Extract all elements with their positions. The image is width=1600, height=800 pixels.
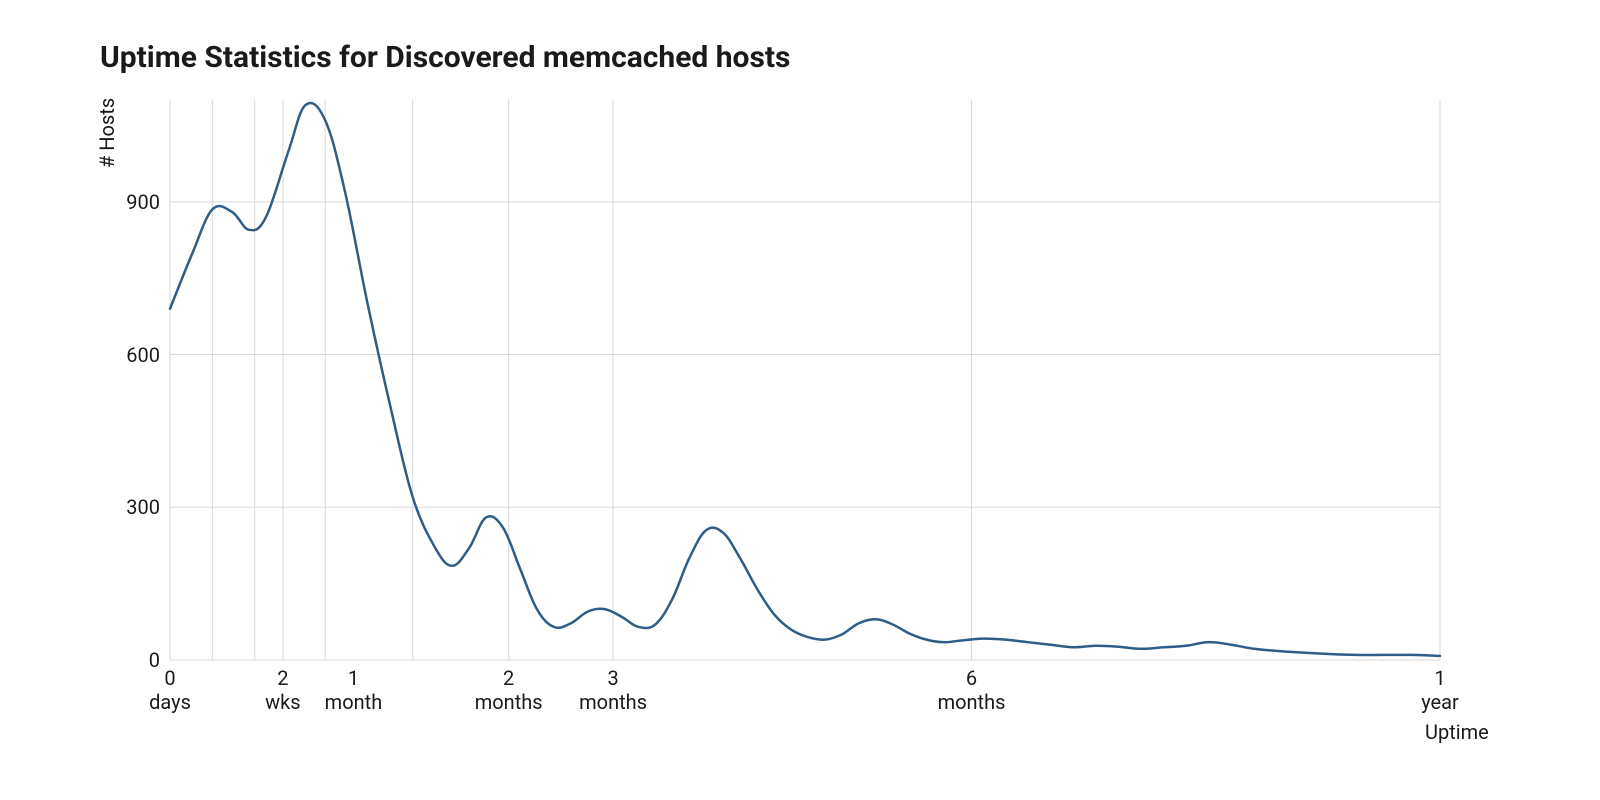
chart-container: Uptime Statistics for Discovered memcach… [0,0,1600,800]
x-tick-label: 6months [922,666,1022,714]
x-tick-label: 0days [120,666,220,714]
x-tick-label: 2months [459,666,559,714]
x-tick-label: 1year [1390,666,1490,714]
x-tick-label: 1month [303,666,403,714]
x-tick-label: 3months [563,666,663,714]
y-tick-label: 900 [100,190,160,214]
y-tick-label: 300 [100,495,160,519]
y-tick-label: 600 [100,343,160,367]
